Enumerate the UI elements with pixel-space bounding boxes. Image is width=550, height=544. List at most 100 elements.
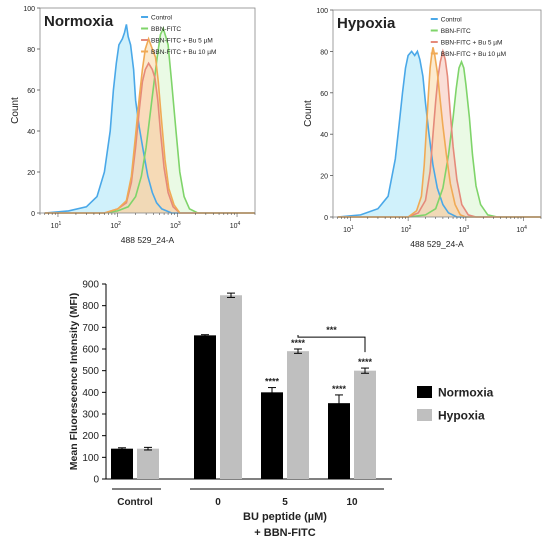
x-tick-base: 10: [230, 223, 238, 230]
x-tick-exponent: 2: [409, 225, 412, 231]
bar-normoxia-1: [194, 335, 216, 479]
y-tick-label: 0: [31, 211, 35, 218]
y-tick-label: 20: [320, 174, 328, 181]
legend-label: BBN-FITC: [441, 28, 471, 35]
legend-label: BBN-FITC + Bu 5 µM: [151, 38, 213, 45]
y-tick-label: 900: [82, 280, 99, 291]
y-tick-label: 200: [82, 431, 99, 442]
legend-label: BBN-FITC + Bu 10 µM: [151, 49, 216, 56]
category-label: 0: [215, 497, 221, 508]
x-tick-exponent: 4: [524, 225, 527, 231]
y-tick-label: 700: [82, 323, 99, 334]
x-tick-label: 102: [401, 225, 412, 234]
y-tick-label: 0: [324, 215, 328, 222]
y-axis-label: Count: [10, 97, 21, 124]
x-tick-exponent: 3: [466, 225, 469, 231]
x-tick-exponent: 4: [238, 221, 241, 227]
y-tick-label: 100: [316, 8, 328, 15]
legend-label: BBN-FITC: [151, 26, 181, 33]
legend-label: BBN-FITC + Bu 5 µM: [441, 40, 503, 47]
series-fill-3: [337, 47, 541, 217]
x-tick-exponent: 2: [118, 221, 121, 227]
series-fill-3: [44, 38, 256, 213]
y-tick-label: 800: [82, 301, 99, 312]
x-tick-label: 102: [110, 221, 121, 230]
y-tick-label: 40: [320, 132, 328, 139]
x-tick-label: 101: [51, 221, 62, 230]
y-tick-label: 500: [82, 366, 99, 377]
x-tick-base: 10: [170, 223, 178, 230]
chart-title: Normoxia: [44, 13, 114, 30]
x-tick-base: 10: [343, 227, 351, 234]
x-axis-label-line2: + BBN-FITC: [254, 527, 315, 539]
x-tick-label: 104: [516, 225, 527, 234]
legend-label: BBN-FITC + Bu 10 µM: [441, 51, 506, 58]
x-tick-base: 10: [401, 227, 409, 234]
x-axis-label: 488 529_24-A: [410, 239, 464, 249]
bar-normoxia-2: [261, 392, 283, 479]
significance-label: ****: [332, 384, 347, 394]
y-axis-label: Mean Fluoresecence Intensity (MFI): [68, 293, 80, 470]
x-tick-label: 103: [459, 225, 470, 234]
y-tick-label: 60: [27, 88, 35, 95]
y-tick-label: 300: [82, 410, 99, 421]
x-tick-label: 101: [343, 225, 354, 234]
bar-hypoxia-0: [137, 448, 159, 479]
x-tick-base: 10: [459, 227, 467, 234]
bracket-label: ***: [326, 325, 337, 335]
series-line-2: [44, 61, 255, 214]
x-tick-base: 10: [516, 227, 524, 234]
legend-label: Normoxia: [438, 386, 494, 400]
legend-swatch-hypoxia: [417, 409, 432, 421]
y-axis-label: Count: [303, 100, 314, 127]
y-tick-label: 80: [320, 49, 328, 56]
significance-label: ****: [358, 357, 373, 367]
x-axis-label: 488 529_24-A: [121, 235, 175, 245]
category-label: 5: [282, 497, 288, 508]
bar-hypoxia-1: [220, 295, 242, 479]
y-tick-label: 40: [27, 129, 35, 136]
x-tick-base: 10: [51, 223, 59, 230]
x-tick-exponent: 1: [58, 221, 61, 227]
legend-swatch-normoxia: [417, 386, 432, 398]
x-tick-exponent: 3: [178, 221, 181, 227]
significance-bracket: [297, 335, 366, 353]
y-tick-label: 20: [27, 170, 35, 177]
y-tick-label: 400: [82, 388, 99, 399]
x-tick-exponent: 1: [351, 225, 354, 231]
significance-label: ****: [265, 377, 280, 387]
series-line-2: [337, 48, 541, 218]
legend-label: Control: [151, 15, 173, 22]
series-line-0: [44, 24, 255, 214]
chart-title: Hypoxia: [337, 15, 396, 32]
legend-label: Control: [441, 17, 463, 24]
y-tick-label: 100: [82, 453, 99, 464]
y-tick-label: 60: [320, 91, 328, 98]
legend-label: Hypoxia: [438, 409, 485, 423]
significance-label: ****: [291, 338, 306, 348]
y-tick-label: 80: [27, 47, 35, 54]
y-tick-label: 100: [23, 6, 35, 13]
category-label: 10: [346, 497, 358, 508]
bar-hypoxia-2: [287, 351, 309, 479]
x-tick-label: 104: [230, 221, 241, 230]
y-tick-label: 0: [93, 475, 99, 486]
bar-normoxia-3: [328, 403, 350, 479]
series-line-3: [337, 47, 541, 218]
series-line-1: [337, 59, 541, 218]
x-axis-label-line1: BU peptide (µM): [243, 511, 327, 523]
bar-normoxia-0: [111, 448, 133, 479]
x-tick-label: 103: [170, 221, 181, 230]
bar-hypoxia-3: [354, 370, 376, 479]
x-tick-base: 10: [110, 223, 118, 230]
plot-frame: [39, 7, 256, 214]
series-line-1: [44, 26, 255, 214]
plot-frame: [332, 9, 542, 218]
y-tick-label: 600: [82, 345, 99, 356]
series-line-3: [44, 36, 255, 214]
category-label: Control: [117, 497, 153, 508]
